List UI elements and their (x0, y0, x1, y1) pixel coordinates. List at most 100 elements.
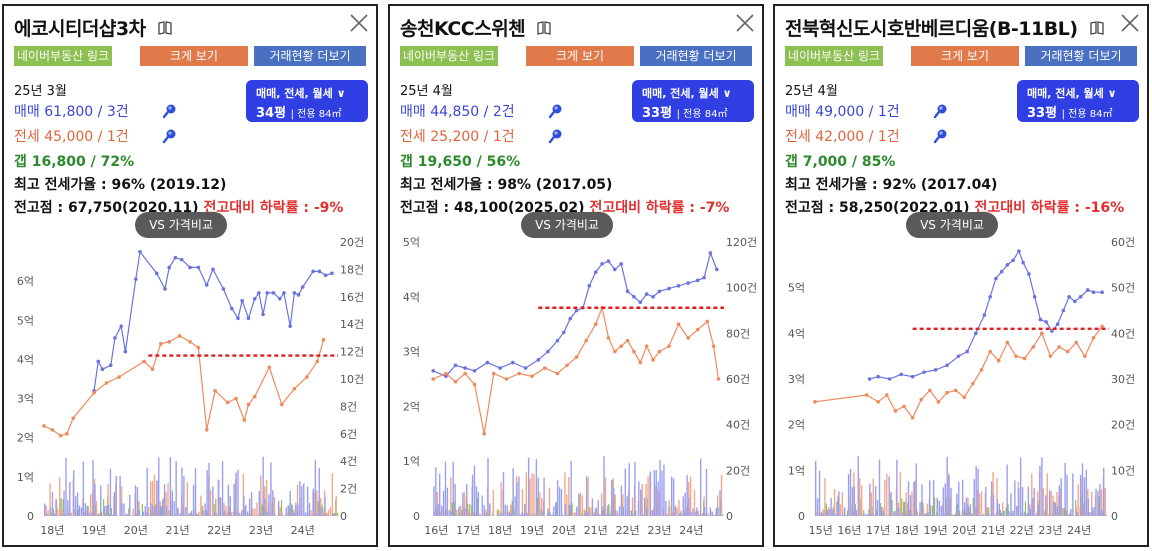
trade-volume-bar (826, 509, 828, 516)
monthly-volume-bar (461, 509, 463, 516)
trade-history-button[interactable]: 거래현황 더보기 (640, 46, 752, 66)
close-icon[interactable] (1119, 12, 1141, 34)
trade-volume-bar (1029, 508, 1031, 516)
trade-type-selector[interactable]: 매매, 전세, 월세 ∨ 33평 | 전용 84㎡ (632, 80, 754, 122)
trade-volume-bar (624, 468, 626, 516)
jeonse-volume-bar (310, 510, 312, 516)
book-icon[interactable] (536, 19, 552, 41)
y-right-tick-label: 60건 (726, 373, 750, 386)
search-icon[interactable] (162, 103, 178, 119)
search-icon[interactable] (933, 103, 949, 119)
trade-volume-bar (863, 512, 865, 516)
large-view-button[interactable]: 크게 보기 (526, 46, 634, 66)
jeonse-volume-bar (329, 507, 332, 516)
jeonse-volume-bar (678, 499, 680, 516)
trade-price-point (686, 281, 690, 285)
trade-volume-bar (554, 502, 557, 516)
jeonse-price-point (695, 327, 700, 332)
trade-price-point (708, 251, 713, 255)
jeonse-price-point (962, 395, 967, 400)
search-icon[interactable] (933, 128, 949, 144)
book-icon[interactable] (157, 19, 173, 41)
trade-volume-bar (838, 491, 840, 516)
jeonse-volume-bar (521, 489, 524, 516)
trade-volume-bar (142, 511, 144, 516)
search-icon[interactable] (162, 128, 178, 144)
jeonse-volume-bar (254, 508, 256, 516)
x-tick-label: 24년 (679, 524, 703, 537)
jeonse-volume-bar (469, 513, 471, 516)
trade-type-selector[interactable]: 매매, 전세, 월세 ∨ 33평 | 전용 84㎡ (1017, 80, 1139, 122)
jeonse-price-point (893, 409, 898, 413)
close-icon[interactable] (348, 12, 370, 34)
naver-link-button[interactable]: 네이버부동산 링크 (400, 46, 498, 66)
trade-volume-bar (49, 507, 52, 516)
trade-volume-bar (1085, 469, 1088, 516)
trade-volume-bar (1010, 493, 1012, 516)
jeonse-volume-bar (321, 511, 324, 516)
jeonse-volume-bar (824, 478, 826, 516)
trade-price-point (311, 269, 315, 274)
jeonse-price-point (632, 349, 636, 354)
trade-type-label: 매매, 전세, 월세 ∨ (642, 87, 732, 100)
x-tick-label: 18년 (895, 524, 919, 537)
trade-price-point (568, 316, 573, 321)
trade-price-point (138, 249, 142, 254)
trade-price-point (240, 298, 245, 303)
jeonse-volume-bar (616, 510, 618, 516)
trade-volume-bar (88, 513, 90, 516)
large-view-button[interactable]: 크게 보기 (140, 46, 248, 66)
trade-volume-bar (171, 490, 173, 516)
trade-volume-bar (1000, 512, 1002, 516)
jeonse-price-point (606, 336, 611, 340)
jeonse-volume-bar (1002, 502, 1004, 516)
trade-history-button[interactable]: 거래현황 더보기 (254, 46, 366, 66)
y-left-tick-label: 0 (413, 510, 420, 523)
jeonse-volume-bar (455, 509, 458, 516)
naver-link-button[interactable]: 네이버부동산 링크 (785, 46, 883, 66)
trade-volume-bar (229, 495, 231, 516)
trade-volume-bar (1095, 488, 1097, 516)
trade-volume-bar (903, 501, 906, 516)
search-icon[interactable] (548, 128, 564, 144)
y-right-tick-label: 6건 (340, 428, 357, 441)
trade-volume-bar (144, 506, 146, 516)
large-view-button[interactable]: 크게 보기 (911, 46, 1019, 66)
monthly-volume-bar (1026, 513, 1028, 516)
trade-type-selector[interactable]: 매매, 전세, 월세 ∨ 34평 | 전용 84㎡ (246, 80, 368, 122)
book-icon[interactable] (1089, 19, 1105, 41)
jeonse-price-point (711, 344, 716, 348)
vs-compare-button[interactable]: VS 가격비교 (521, 212, 613, 238)
jeonse-volume-bar (1046, 473, 1048, 516)
trade-volume-bar (196, 513, 199, 516)
vs-compare-button[interactable]: VS 가격비교 (906, 212, 998, 238)
jeonse-price-point (196, 345, 201, 350)
trade-volume-bar (560, 489, 563, 516)
trade-volume-bar (518, 476, 520, 516)
trade-volume-bar (578, 493, 580, 516)
trade-history-button[interactable]: 거래현황 더보기 (1025, 46, 1137, 66)
trade-volume-bar (479, 515, 481, 516)
x-tick-label: 19년 (924, 524, 948, 537)
trade-volume-bar (969, 504, 972, 516)
jeonse-price-point (1040, 331, 1044, 336)
close-icon[interactable] (734, 12, 756, 34)
jeonse-volume-bar (583, 509, 585, 516)
trade-volume-bar (816, 498, 819, 516)
trade-volume-bar (585, 476, 588, 516)
jeonse-price-point (188, 340, 192, 344)
jeonse-volume-bar (564, 472, 566, 516)
naver-link-button[interactable]: 네이버부동산 링크 (14, 46, 112, 66)
trade-volume-bar (703, 506, 706, 516)
jeonse-volume-bar (242, 473, 245, 516)
trade-price-point (651, 295, 655, 299)
trade-volume-bar (527, 457, 530, 516)
monthly-volume-bar (893, 510, 895, 516)
trade-volume-bar (332, 513, 334, 516)
trade-volume-bar (1087, 498, 1089, 516)
vs-compare-button[interactable]: VS 가격비교 (135, 212, 227, 238)
jeonse-volume-bar (49, 483, 51, 516)
trade-volume-bar (274, 513, 276, 516)
search-icon[interactable] (548, 103, 564, 119)
trade-volume-bar (223, 510, 226, 516)
